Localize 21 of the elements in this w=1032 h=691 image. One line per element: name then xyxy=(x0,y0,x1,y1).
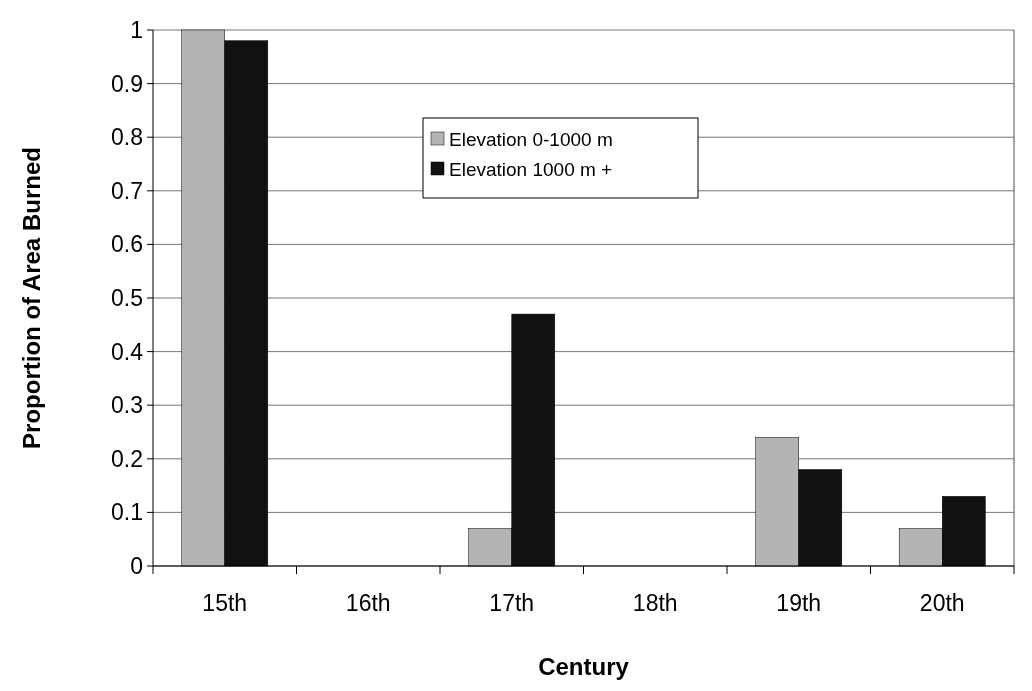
y-tick-label: 0.9 xyxy=(111,70,143,97)
y-tick-label: 0.7 xyxy=(111,177,143,204)
x-tick-label: 17th xyxy=(489,590,535,616)
legend-label: Elevation 0-1000 m xyxy=(449,128,613,150)
y-tick-label: 1 xyxy=(130,17,143,44)
x-tick-label: 16th xyxy=(345,590,391,616)
y-tick-label: 0.8 xyxy=(111,124,143,151)
y-tick-label: 0.6 xyxy=(111,231,143,258)
x-tick-label: 18th xyxy=(632,590,678,616)
x-tick-label: 19th xyxy=(776,590,822,616)
x-axis-title: Century xyxy=(538,653,630,680)
y-tick-label: 0.5 xyxy=(111,285,143,312)
y-tick-label: 0.2 xyxy=(111,445,143,472)
y-axis-title: Proportion of Area Burned xyxy=(18,147,45,449)
y-tick-label: 0 xyxy=(130,553,143,580)
y-tick-label: 0.1 xyxy=(111,499,143,526)
x-tick-label: 20th xyxy=(919,590,965,616)
legend-label: Elevation 1000 m + xyxy=(449,158,613,180)
y-tick-label: 0.4 xyxy=(111,338,144,365)
y-tick-label: 0.3 xyxy=(111,392,143,419)
x-tick-label: 15th xyxy=(202,590,248,616)
